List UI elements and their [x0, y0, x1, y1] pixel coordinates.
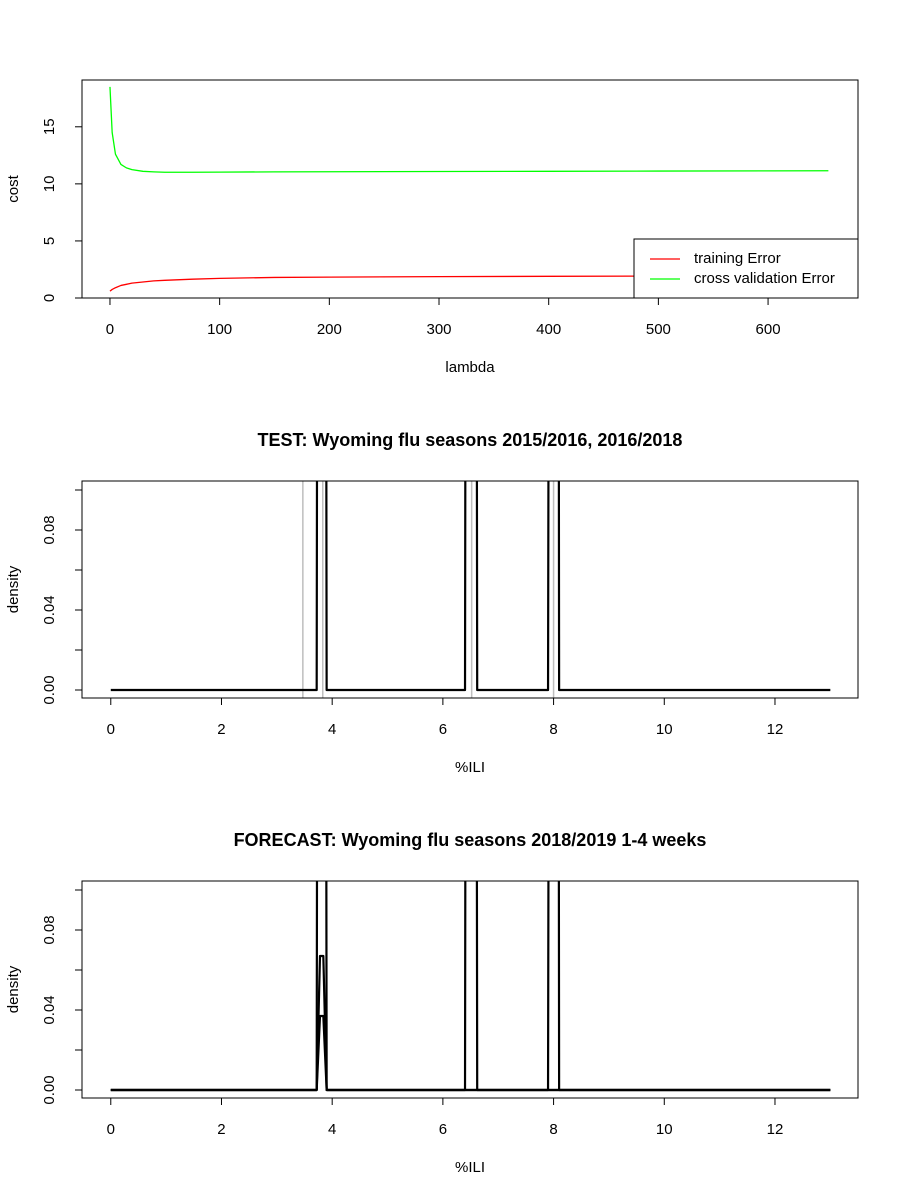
- x-tick-label: 8: [549, 1121, 557, 1138]
- y-tick-label: 0.08: [41, 915, 58, 944]
- x-tick-label: 500: [646, 321, 671, 338]
- legend-box: [633, 238, 859, 299]
- x-tick-label: 6: [439, 721, 447, 738]
- chart-title: FORECAST: Wyoming flu seasons 2018/2019 …: [234, 830, 707, 850]
- y-axis-label: density: [5, 965, 22, 1013]
- plot-area: [110, 481, 831, 698]
- chart-title: TEST: Wyoming flu seasons 2015/2016, 201…: [258, 430, 683, 450]
- y-tick-label: 10: [41, 176, 58, 193]
- y-tick-label: 5: [41, 237, 58, 245]
- y-axis-label: cost: [5, 174, 22, 202]
- y-tick-label: 0.00: [41, 1075, 58, 1104]
- y-axis-label: density: [5, 565, 22, 613]
- plot-frame: [81, 880, 859, 1099]
- x-tick-label: 12: [767, 721, 784, 738]
- x-tick-label: 0: [107, 1121, 115, 1138]
- x-axis-label: %ILI: [455, 1159, 485, 1176]
- legend: training Error cross validation Error: [633, 238, 859, 299]
- x-tick-label: 2: [217, 1121, 225, 1138]
- plot-frame: [81, 79, 859, 299]
- y-tick-label: 0: [41, 294, 58, 302]
- y-tick-label: 0.04: [41, 995, 58, 1024]
- plot-area: [110, 881, 831, 1092]
- data-line: [110, 881, 831, 1092]
- x-tick-label: 0: [106, 321, 114, 338]
- data-line: [109, 275, 829, 292]
- plot-area: [109, 86, 829, 292]
- y-tick-label: 0.04: [41, 595, 58, 624]
- plot-frame: [81, 480, 859, 699]
- x-tick-label: 10: [656, 721, 673, 738]
- x-tick-label: 200: [317, 321, 342, 338]
- data-line: [109, 86, 829, 173]
- x-axis-label: %ILI: [455, 759, 485, 776]
- x-tick-label: 2: [217, 721, 225, 738]
- data-line: [110, 481, 831, 692]
- x-tick-label: 10: [656, 1121, 673, 1138]
- x-tick-label: 300: [426, 321, 451, 338]
- legend-label: training Error: [694, 250, 781, 267]
- x-tick-label: 4: [328, 1121, 336, 1138]
- x-tick-label: 0: [107, 721, 115, 738]
- x-tick-label: 4: [328, 721, 336, 738]
- x-tick-label: 400: [536, 321, 561, 338]
- x-tick-label: 100: [207, 321, 232, 338]
- y-tick-label: 0.00: [41, 675, 58, 704]
- x-tick-label: 6: [439, 1121, 447, 1138]
- y-tick-label: 0.08: [41, 515, 58, 544]
- x-tick-label: 12: [767, 1121, 784, 1138]
- x-tick-label: 8: [549, 721, 557, 738]
- legend-label: cross validation Error: [694, 270, 835, 287]
- data-line: [110, 1014, 831, 1092]
- x-axis-label: lambda: [445, 359, 495, 376]
- x-tick-label: 600: [756, 321, 781, 338]
- y-tick-label: 15: [41, 118, 58, 135]
- data-line: [110, 954, 831, 1092]
